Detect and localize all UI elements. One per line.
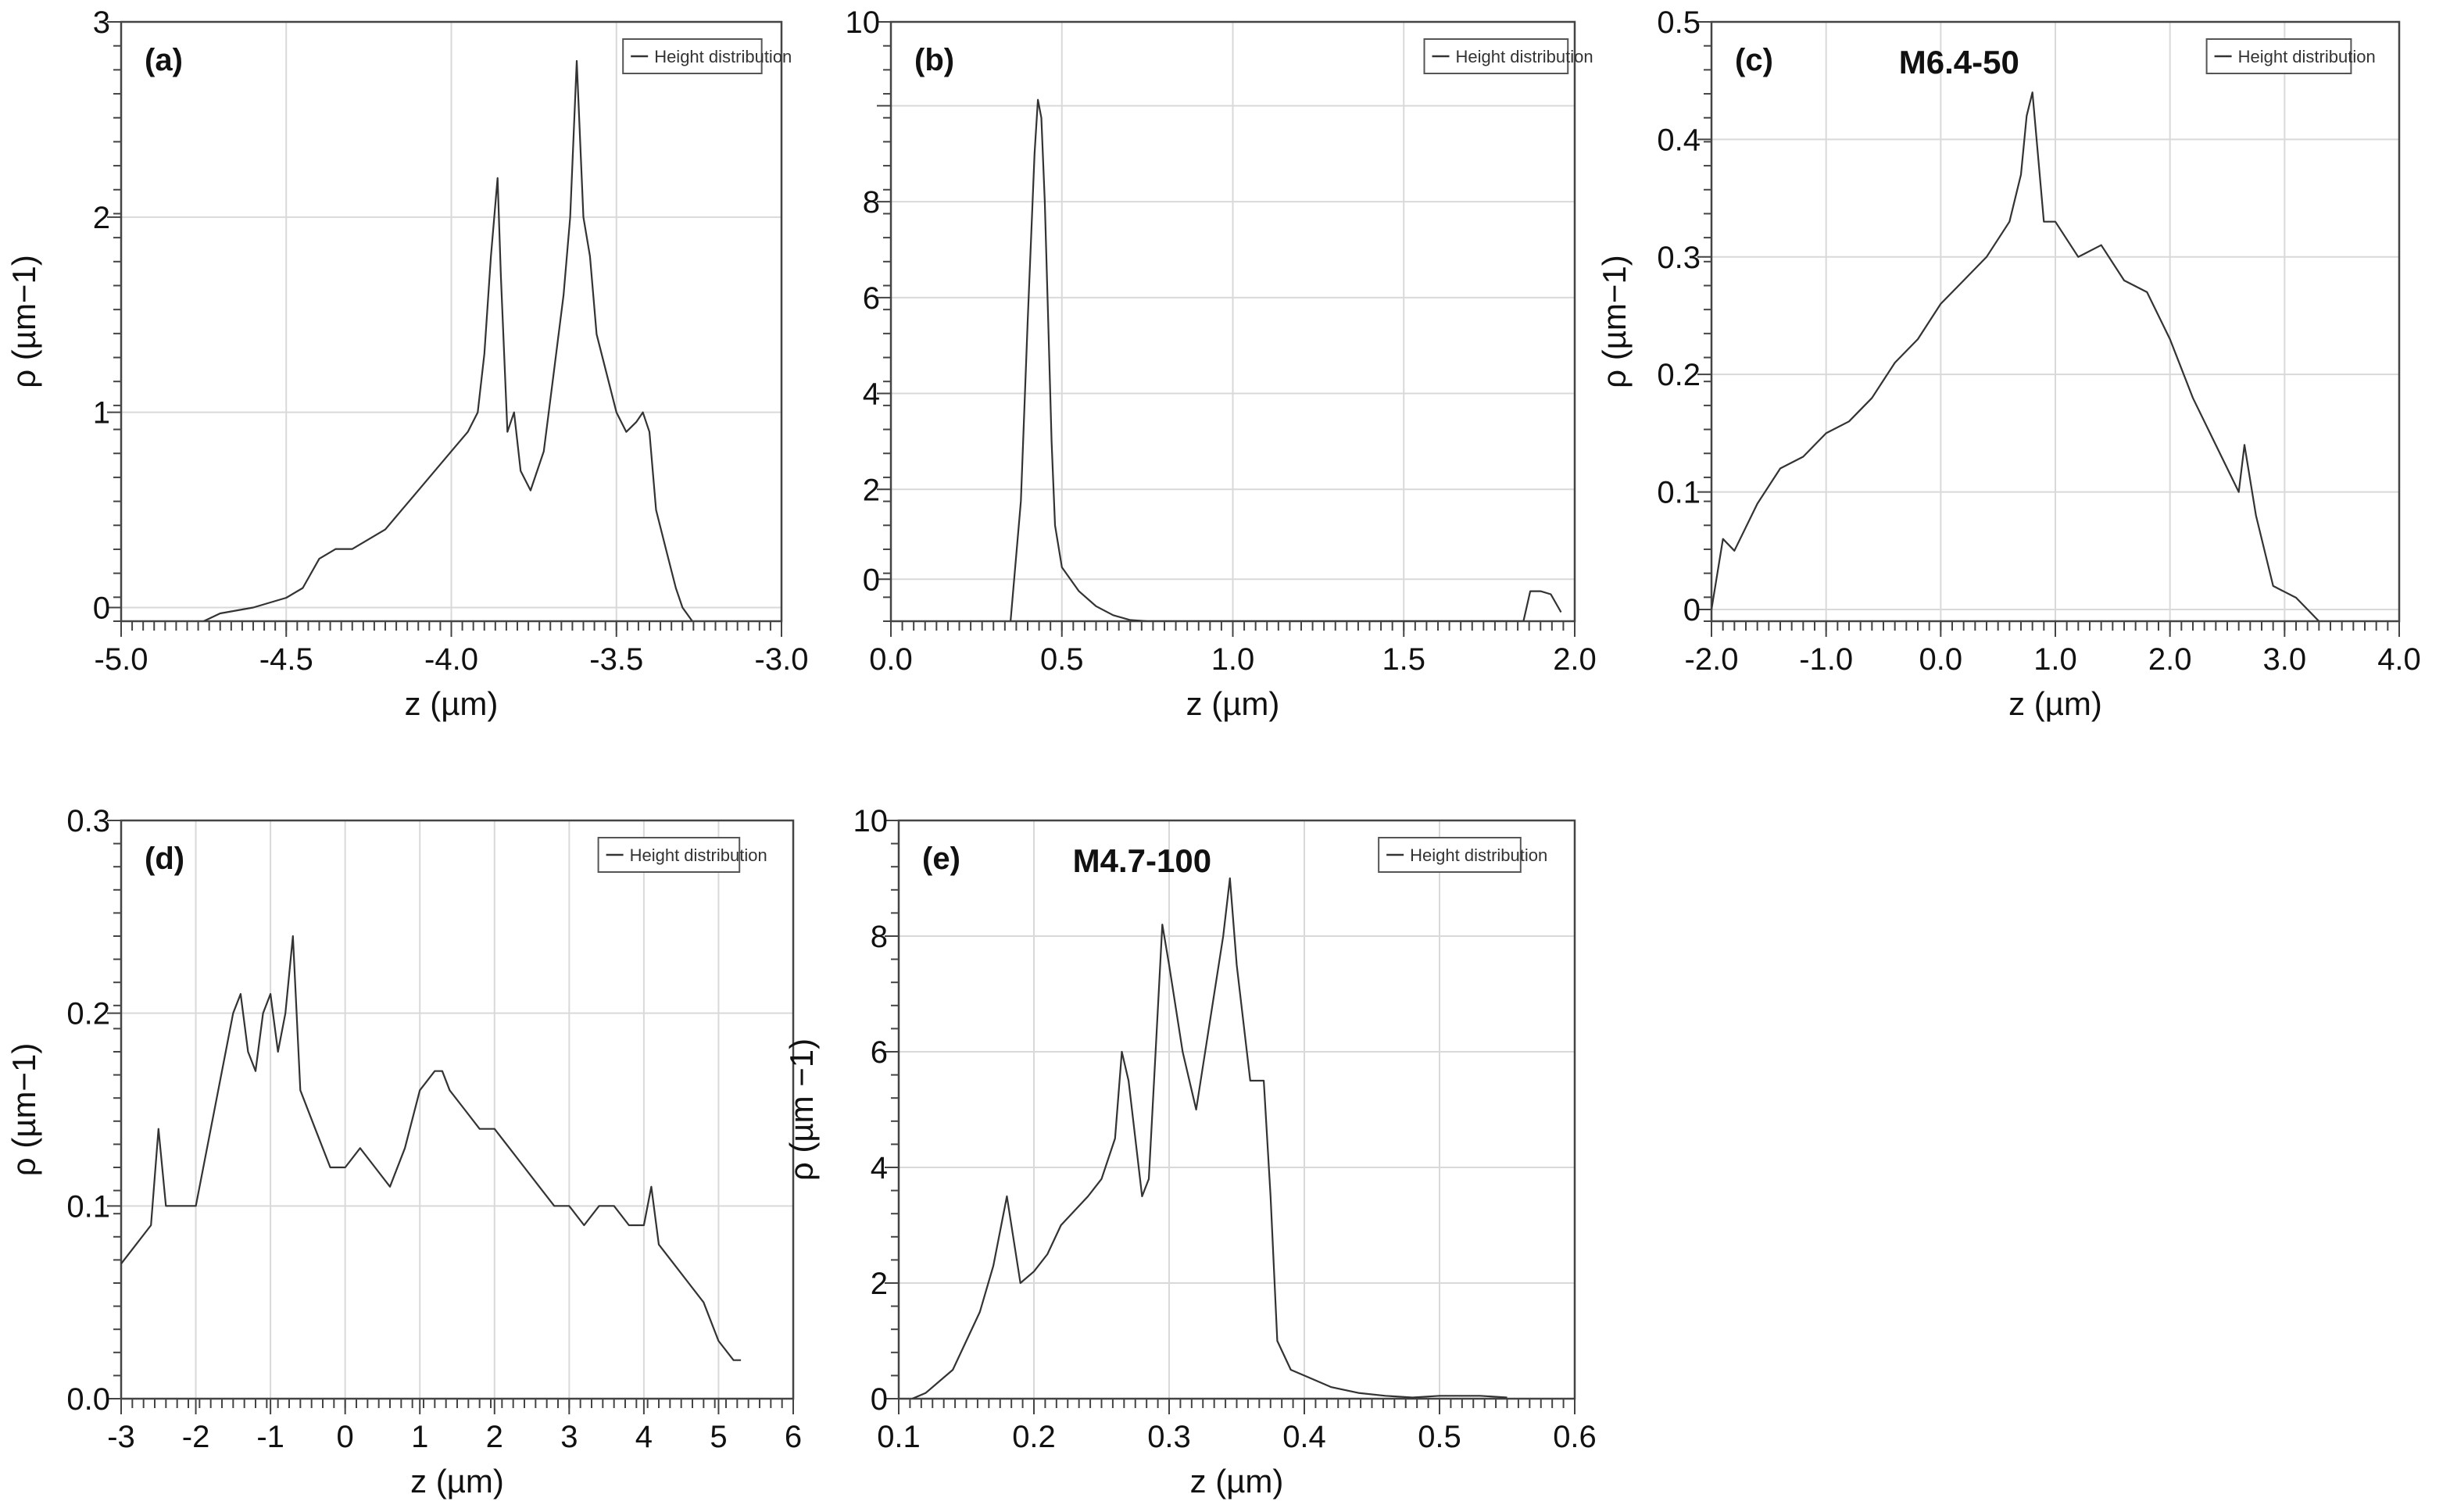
y-axis-label: ρ (µm −1) [783,1038,820,1181]
panel-a: -5.0 -4.5 -4.0 -3.5 -3.0 0 1 2 3 z (µm) ρ (µm−1) (a… [5,5,808,722]
legend: Height distribution [2205,38,2376,74]
x-tick-label: -1 [256,1420,284,1454]
x-tick-label: 0.6 [1553,1420,1597,1454]
x-tick-label: 0.1 [877,1420,921,1454]
series-line-height-distribution [203,59,693,621]
y-tick-label: 2 [93,201,110,235]
panel-label: (b) [914,43,954,77]
y-tick-label: 0.3 [1657,241,1701,275]
x-tick-label: 2.0 [2148,642,2192,677]
panel-title: M4.7-100 [1073,842,1211,879]
x-axis-label: z (µm) [1190,1463,1284,1499]
panel-label: (d) [145,842,184,876]
x-tick-label: -3 [107,1420,135,1454]
x-tick-label: 0.5 [1418,1420,1461,1454]
y-tick-label: 0 [93,592,110,626]
plot-frame [120,819,795,1400]
x-tick-label: -3.0 [755,642,809,677]
x-tick-label: -5.0 [95,642,148,677]
y-tick-label: 10 [853,804,889,838]
x-tick-label: 2.0 [1553,642,1597,677]
panel-title: M6.4-50 [1899,44,2019,80]
y-tick-label: 0 [871,1382,888,1417]
x-tick-label: -1.0 [1799,642,1853,677]
legend-entry: Height distribution [1456,47,1593,66]
x-tick-label: 0.4 [1282,1420,1326,1454]
series-line-height-distribution [1010,98,1562,621]
x-tick-label: -2.0 [1685,642,1739,677]
y-tick-label: 0.4 [1657,123,1701,157]
y-tick-label: 0.2 [1657,358,1701,392]
y-tick-label: 2 [871,1267,888,1301]
x-tick-label: 2 [486,1420,503,1454]
x-tick-label: 3 [560,1420,578,1454]
x-tick-label: 0.5 [1040,642,1084,677]
y-tick-label: 4 [863,377,880,412]
x-tick-label: -4.5 [259,642,313,677]
x-tick-label: 5 [710,1420,727,1454]
x-tick-label: -2 [182,1420,210,1454]
x-tick-label: 4.0 [2377,642,2421,677]
series-line-height-distribution [911,877,1508,1399]
x-tick-label: 3.0 [2263,642,2307,677]
x-tick-label: 0 [337,1420,354,1454]
x-axis-label: z (µm) [410,1463,504,1499]
x-tick-label: 4 [635,1420,653,1454]
x-tick-label: 1.5 [1382,642,1425,677]
y-tick-label: 0.2 [66,997,110,1031]
panel-label: (e) [922,842,960,876]
y-tick-label: 1 [93,396,110,431]
x-tick-label: 0.2 [1012,1420,1056,1454]
y-tick-label: 3 [93,5,110,40]
series-line-height-distribution [121,935,742,1361]
legend-entry: Height distribution [2238,47,2376,66]
series-line-height-distribution [1711,91,2320,621]
x-tick-label: 0.0 [1919,642,1963,677]
y-axis-label: ρ (µm−1) [5,1043,42,1177]
y-tick-label: 2 [863,473,880,507]
legend: Height distribution [622,38,792,74]
legend-entry: Height distribution [630,845,767,865]
panel-d: -3 -2 -1 0 1 2 3 4 5 6 0.0 0.1 0.2 0.3 z (µm) ρ (µm−1) (… [5,804,802,1499]
panel-b: 0.0 0.5 1.0 1.5 2.0 0 2 4 6 8 10 z (µm) (b) Height di… [846,5,1597,722]
y-axis-label: ρ (µm−1) [1596,255,1633,388]
y-tick-label: 6 [871,1035,888,1070]
y-axis-label: ρ (µm−1) [5,255,42,388]
x-tick-label: 1.0 [2033,642,2077,677]
x-tick-label: -4.0 [424,642,478,677]
panel-c: -2.0 -1.0 0.0 1.0 2.0 3.0 4.0 0 0.1 0.2 0.3 0.4 0.5 z… [1596,5,2421,722]
y-tick-label: 0.1 [1657,476,1701,510]
y-tick-label: 8 [863,185,880,220]
legend: Height distribution [1423,38,1593,74]
x-axis-label: z (µm) [1186,685,1280,722]
y-tick-label: 0.3 [66,804,110,838]
y-tick-label: 4 [871,1151,888,1185]
panel-e: 0.1 0.2 0.3 0.4 0.5 0.6 0 2 4 6 8 10 z (µm) ρ (µm −1)… [783,804,1597,1499]
y-tick-label: 8 [871,920,888,954]
legend: Height distribution [597,837,767,873]
x-tick-label: 1 [411,1420,428,1454]
legend-entry: Height distribution [1410,845,1547,865]
y-tick-label: 6 [863,281,880,316]
x-tick-label: 6 [785,1420,802,1454]
y-tick-label: 0.0 [66,1382,110,1417]
x-tick-label: 0.0 [869,642,913,677]
panel-label: (c) [1735,43,1773,77]
y-tick-label: 0 [863,563,880,597]
panel-label: (a) [145,43,183,77]
y-tick-label: 0.1 [66,1189,110,1224]
legend: Height distribution [1378,837,1547,873]
y-tick-label: 0.5 [1657,5,1701,40]
legend-entry: Height distribution [654,47,792,66]
x-tick-label: -3.5 [589,642,643,677]
y-tick-label: 10 [846,5,881,40]
x-axis-label: z (µm) [2008,685,2102,722]
x-tick-label: 0.3 [1147,1420,1191,1454]
x-tick-label: 1.0 [1211,642,1255,677]
y-tick-label: 0 [1683,593,1701,627]
x-axis-label: z (µm) [405,685,499,722]
plot-frame [897,819,1576,1400]
